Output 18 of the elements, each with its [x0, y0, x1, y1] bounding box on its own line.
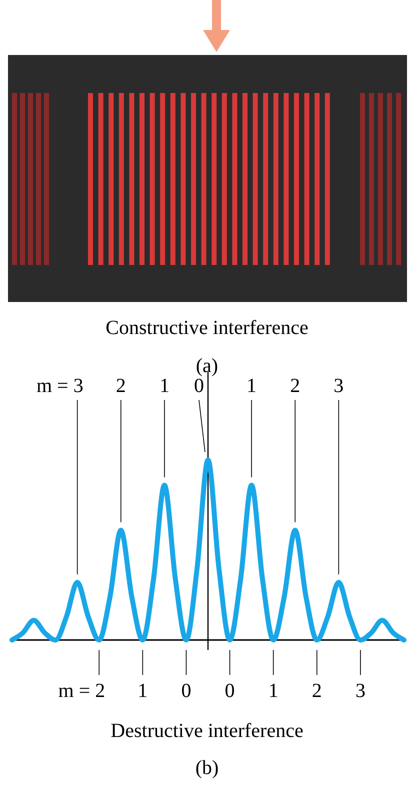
text: 1	[268, 680, 278, 702]
text: 1	[246, 375, 257, 397]
text: Constructive interference	[106, 317, 308, 339]
text: m = 3	[36, 375, 84, 397]
text: 2	[290, 375, 300, 397]
text: (b)	[195, 757, 219, 779]
x-axis-title: Destructive interference	[110, 720, 304, 742]
text: 1	[138, 680, 148, 702]
text: 2	[116, 375, 126, 397]
text: 2	[312, 680, 322, 702]
text: m = 2	[58, 680, 106, 702]
text: 3	[355, 680, 366, 702]
text: (a)	[196, 355, 218, 377]
text: 1	[159, 375, 170, 397]
text: 0	[194, 375, 204, 397]
text: 0	[181, 680, 192, 702]
text: 3	[334, 375, 344, 397]
text: 0	[224, 680, 235, 702]
